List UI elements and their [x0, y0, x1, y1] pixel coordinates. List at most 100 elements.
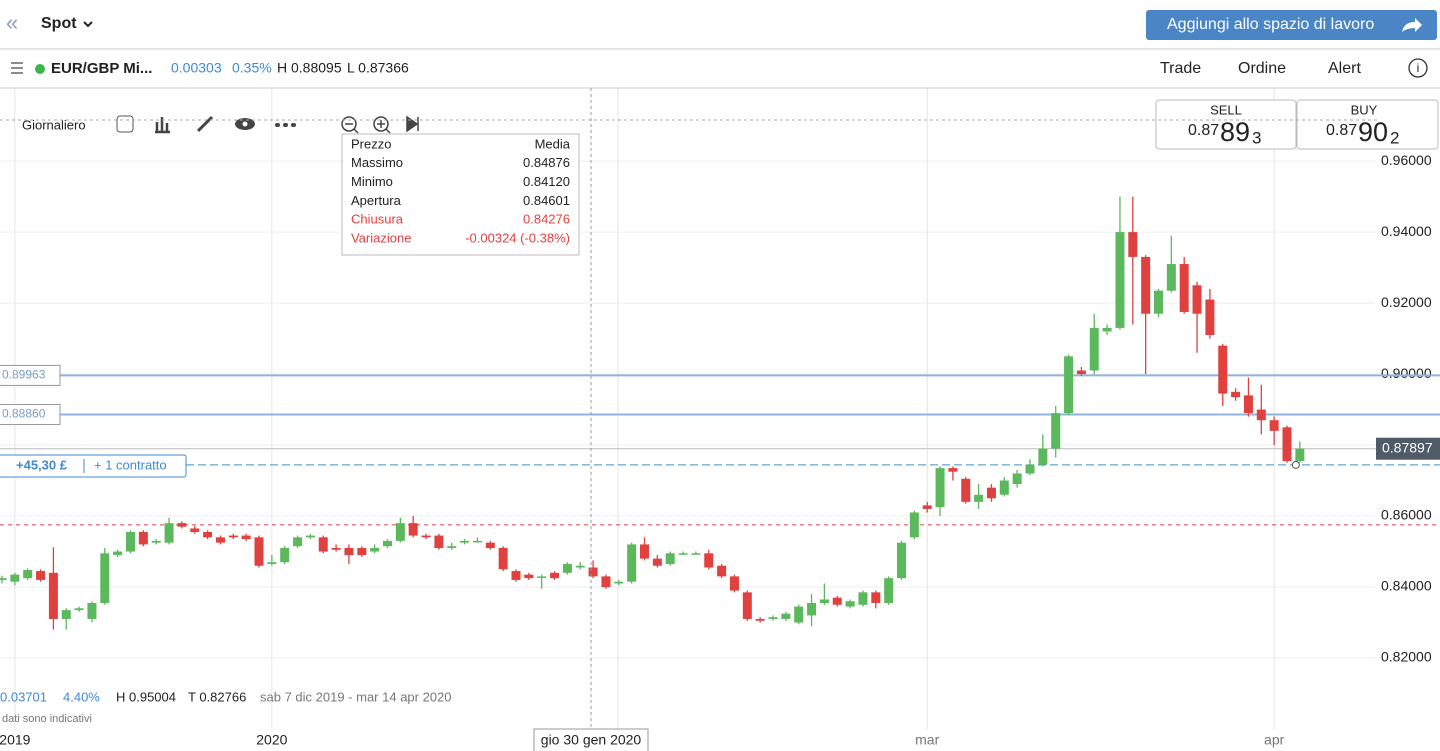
candle-body [190, 528, 200, 533]
last-price-box [1376, 437, 1440, 460]
tooltip-value: 0.84601 [523, 193, 570, 208]
candle-body [36, 571, 46, 580]
crosshair-label: gio 30 gen 2020 [541, 732, 642, 748]
y-tick-label: 0.90000 [1381, 365, 1432, 381]
candle-body [652, 558, 662, 566]
candle-body [588, 567, 598, 577]
menu-order[interactable]: Ordine [1238, 60, 1286, 77]
tooltip [341, 133, 580, 256]
candle-body [1295, 448, 1305, 462]
status-dot [35, 64, 45, 74]
candle-body [550, 572, 560, 579]
y-tick-label: 0.82000 [1381, 649, 1432, 665]
info-icon[interactable] [1408, 58, 1428, 78]
sell-lead: 0.87 [1188, 122, 1219, 139]
candle-body [138, 532, 148, 545]
candle-body [1051, 413, 1061, 449]
change: 0.00303 [171, 60, 222, 76]
interval[interactable]: Giornaliero [22, 117, 86, 132]
candle-body [370, 547, 380, 552]
level-label: 0.88860 [2, 407, 46, 421]
candle-body [203, 532, 213, 538]
candle-body [1012, 473, 1022, 485]
sell-small: 3 [1252, 128, 1261, 147]
candle-body [665, 553, 675, 564]
zoom-in-icon[interactable] [373, 116, 389, 132]
candle-body [948, 468, 958, 472]
day-low: L 0.87366 [347, 60, 409, 76]
calendar-icon[interactable] [116, 115, 134, 133]
candle-body [729, 576, 739, 591]
candle-body [383, 540, 392, 547]
summary-pct: 4.40% [63, 689, 100, 704]
candle-body [858, 592, 868, 605]
candle-body [318, 537, 328, 552]
candle-body [10, 574, 20, 582]
y-tick-label: 0.86000 [1381, 507, 1432, 523]
candle-body [1141, 256, 1151, 314]
position-marker [1291, 460, 1300, 469]
candle-body [742, 592, 752, 619]
back-icon[interactable]: « [6, 10, 18, 35]
candle-body [832, 597, 842, 605]
candle-body [974, 494, 984, 502]
buy-box[interactable] [1296, 99, 1439, 150]
tooltip-value: 0.84276 [523, 212, 570, 227]
candle-body [1089, 327, 1099, 371]
zoom-out-icon[interactable] [341, 116, 357, 132]
candle-body [1025, 464, 1035, 474]
chart-area: 0.820000.840000.860000.880000.900000.920… [0, 88, 1440, 748]
tooltip-value: 0.84876 [523, 155, 570, 170]
candle-body [228, 535, 238, 538]
position-box[interactable] [0, 454, 187, 478]
workspace-button[interactable] [1146, 10, 1437, 40]
candle-body [305, 535, 315, 538]
candle-body [1179, 264, 1189, 312]
candle-body [845, 601, 855, 607]
menu-icon[interactable] [11, 62, 23, 74]
level-label: 0.89963 [2, 368, 46, 382]
share-icon [1402, 18, 1422, 32]
candle-body [331, 547, 341, 550]
draw-icon[interactable] [196, 115, 214, 133]
instrument-name[interactable]: EUR/GBP Mi... [51, 60, 152, 77]
play-icon[interactable] [406, 115, 419, 133]
candle-body [447, 546, 457, 548]
position-pnl: +45,30 £ [16, 457, 68, 472]
candle-body [280, 547, 290, 563]
candle-body [48, 572, 58, 619]
last-price-label: 0.87897 [1382, 439, 1433, 455]
tooltip-key: Chiusura [351, 212, 404, 227]
menu-trade[interactable]: Trade [1160, 60, 1201, 77]
y-tick-label: 0.94000 [1381, 223, 1432, 239]
candle-body [961, 478, 971, 502]
tooltip-value: -0.00324 (-0.38%) [465, 230, 570, 245]
candle-body [781, 613, 791, 619]
chart-type-icon[interactable] [155, 117, 170, 134]
candle-body [794, 606, 804, 623]
workspace-button-label[interactable]: Aggiungi allo spazio di lavoro [1167, 16, 1374, 33]
sell-box[interactable] [1155, 99, 1297, 150]
candle-body [1102, 327, 1112, 332]
candle-body [1076, 370, 1086, 375]
menu-alert[interactable]: Alert [1328, 60, 1361, 77]
candle-body [1269, 420, 1279, 431]
candle-body [485, 542, 495, 548]
candle-body [562, 563, 572, 573]
candle-body [100, 553, 110, 603]
candle-body [601, 576, 611, 588]
x-tick-label: 2019 [0, 732, 31, 748]
candle-body [344, 547, 354, 556]
y-tick-label: 0.96000 [1381, 152, 1432, 168]
candle-body [614, 581, 624, 584]
spot-tab[interactable]: Spot [41, 15, 77, 32]
candle-body [126, 532, 135, 552]
candle-body [1256, 409, 1266, 421]
tooltip-value: 0.84120 [523, 174, 570, 189]
candle-body [1282, 427, 1292, 462]
candle-body [498, 547, 508, 570]
candle-body [74, 608, 84, 611]
candle-body [986, 487, 996, 499]
candle-body [627, 544, 637, 582]
candle-body [704, 553, 714, 568]
